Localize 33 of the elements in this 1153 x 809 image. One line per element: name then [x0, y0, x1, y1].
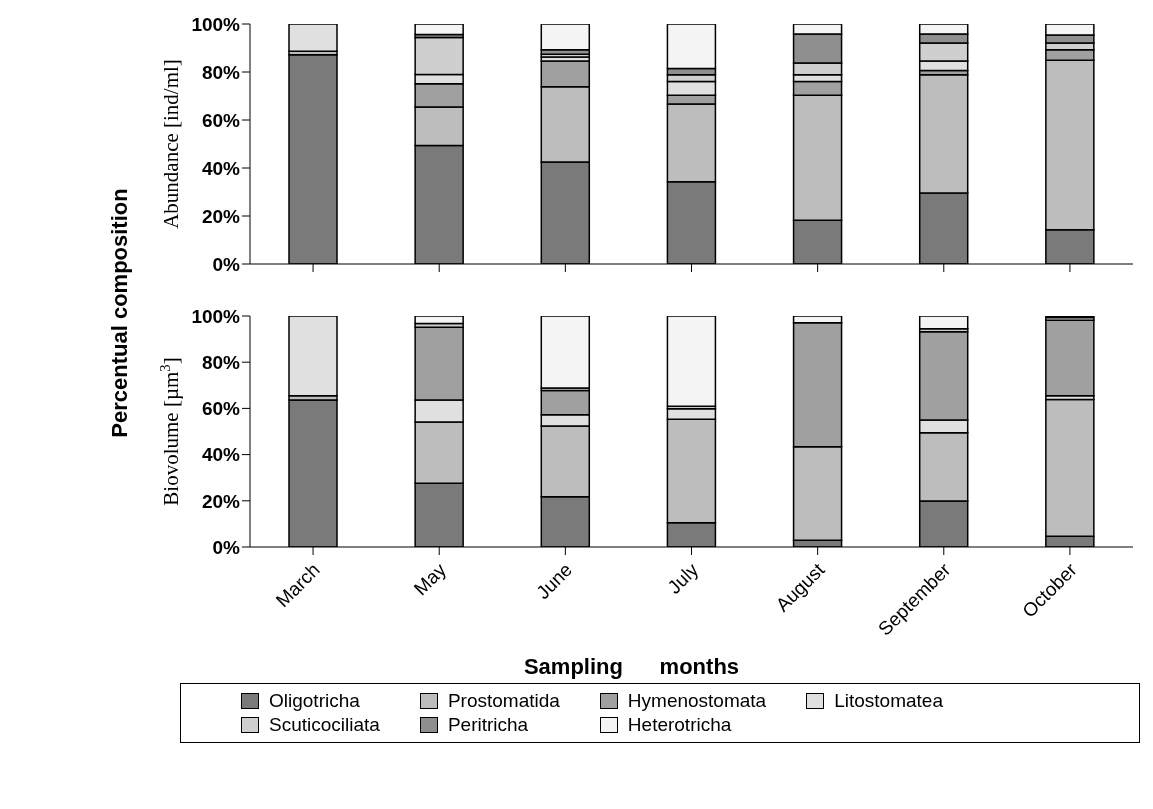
- legend-label: Peritricha: [446, 714, 530, 736]
- y-tick-label: 60%: [201, 398, 241, 420]
- y-tick-label: 80%: [201, 351, 241, 373]
- bar: [918, 316, 969, 330]
- y-tick-label: 40%: [201, 157, 241, 179]
- bar: [1045, 319, 1095, 397]
- legend-label: Hymenostomata: [626, 690, 767, 712]
- legend-label: Oligotricha: [268, 690, 361, 712]
- x-tick-label: May: [409, 558, 451, 600]
- x-tick-label: July: [663, 558, 703, 598]
- y-tick-label: 20%: [201, 205, 241, 227]
- text: Percentual composition: [107, 187, 133, 440]
- bar: [288, 316, 338, 397]
- bar: [414, 316, 464, 325]
- y-tick-label: 20%: [201, 490, 241, 512]
- y-tick-label: 80%: [201, 61, 241, 83]
- bar: [540, 316, 591, 389]
- legend-label: Heterotricha: [626, 714, 733, 736]
- y-tick-label: 100%: [191, 305, 241, 327]
- bar: [540, 24, 591, 51]
- y-axis-title: Abundance [ind/ml]: [159, 59, 183, 229]
- legend-label: Scuticociliata: [268, 714, 380, 736]
- y-tick-label: 60%: [201, 109, 241, 131]
- y-tick-label: 0%: [212, 536, 241, 558]
- x-axis-title: Sampling months: [523, 654, 740, 679]
- legend-label: Litostomatea: [833, 690, 943, 712]
- bar: [288, 24, 338, 53]
- y-tick-label: 40%: [201, 444, 241, 466]
- bar: [414, 24, 464, 36]
- bar: [666, 316, 717, 408]
- legend-label: Prostomatida: [446, 690, 560, 712]
- y-tick-label: 100%: [191, 13, 241, 35]
- y-tick-label: 0%: [212, 253, 241, 275]
